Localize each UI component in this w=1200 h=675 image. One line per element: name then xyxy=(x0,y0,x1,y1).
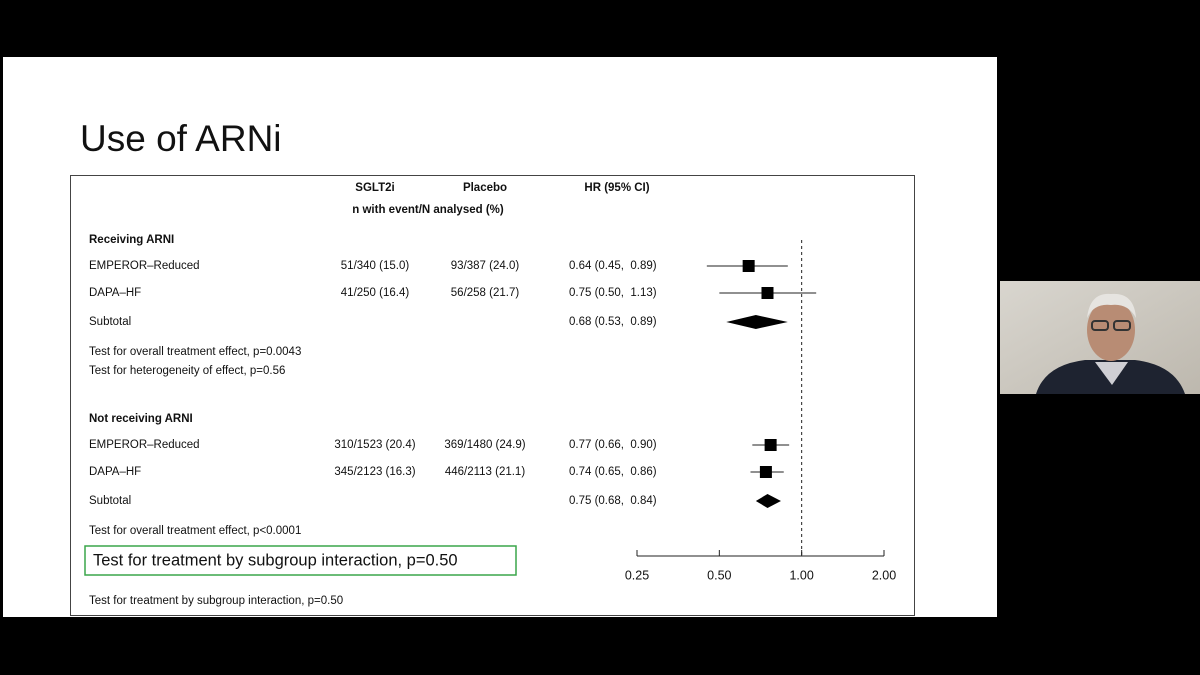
hr-point xyxy=(764,439,777,451)
hr-point xyxy=(761,287,774,299)
plot-frame xyxy=(70,175,915,616)
column-header: SGLT2i xyxy=(355,182,394,194)
sglt2i-cell: 345/2123 (16.3) xyxy=(334,466,415,478)
x-tick-label: 0.25 xyxy=(625,568,649,582)
sglt2i-cell: 310/1523 (20.4) xyxy=(334,439,415,451)
study-label: EMPEROR–Reduced xyxy=(89,439,200,451)
hr-cell: 0.77 (0.66, 0.90) xyxy=(569,439,657,451)
hr-point xyxy=(759,466,772,478)
sglt2i-cell: 41/250 (16.4) xyxy=(341,287,410,299)
test-text: Test for overall treatment effect, p=0.0… xyxy=(89,346,301,358)
study-label: DAPA–HF xyxy=(89,287,141,299)
x-tick-label: 0.50 xyxy=(707,568,731,582)
placebo-cell: 56/258 (21.7) xyxy=(451,287,520,299)
person-shirt xyxy=(1095,362,1128,385)
column-header: HR (95% CI) xyxy=(584,182,649,194)
glasses xyxy=(1113,320,1131,331)
x-tick-label: 1.00 xyxy=(789,568,813,582)
highlight-text: Test for treatment by subgroup interacti… xyxy=(93,551,458,569)
study-label: DAPA–HF xyxy=(89,466,141,478)
placebo-cell: 93/387 (24.0) xyxy=(451,260,520,272)
hr-cell: 0.74 (0.65, 0.86) xyxy=(569,466,657,478)
group-header: Receiving ARNI xyxy=(89,234,174,246)
hr-point xyxy=(742,260,755,272)
test-text: Test for overall treatment effect, p<0.0… xyxy=(89,525,301,537)
subtotal-diamond xyxy=(726,315,788,329)
column-header: Placebo xyxy=(463,182,507,194)
sglt2i-cell: 51/340 (15.0) xyxy=(341,260,410,272)
slide-title: Use of ARNi xyxy=(80,118,282,159)
footer-text: Test for treatment by subgroup interacti… xyxy=(89,595,343,607)
webcam xyxy=(1000,281,1200,394)
subtotal-diamond xyxy=(755,494,781,508)
column-subheader: n with event/N analysed (%) xyxy=(352,204,504,216)
subtotal-label: Subtotal xyxy=(89,316,131,328)
x-tick-label: 2.00 xyxy=(872,568,896,582)
study-label: EMPEROR–Reduced xyxy=(89,260,200,272)
hr-cell: 0.64 (0.45, 0.89) xyxy=(569,260,657,272)
subtotal-label: Subtotal xyxy=(89,495,131,507)
person-face xyxy=(1087,299,1135,361)
hr-cell: 0.75 (0.50, 1.13) xyxy=(569,287,657,299)
person-hair xyxy=(1087,293,1136,318)
placebo-cell: 446/2113 (21.1) xyxy=(445,466,526,478)
group-header: Not receiving ARNI xyxy=(89,413,193,425)
glasses xyxy=(1091,320,1109,331)
highlight-box xyxy=(84,545,517,576)
slide xyxy=(3,57,997,617)
hr-cell: 0.68 (0.53, 0.89) xyxy=(569,316,657,328)
test-text: Test for heterogeneity of effect, p=0.56 xyxy=(89,365,285,377)
hr-cell: 0.75 (0.68, 0.84) xyxy=(569,495,657,507)
placebo-cell: 369/1480 (24.9) xyxy=(444,439,525,451)
